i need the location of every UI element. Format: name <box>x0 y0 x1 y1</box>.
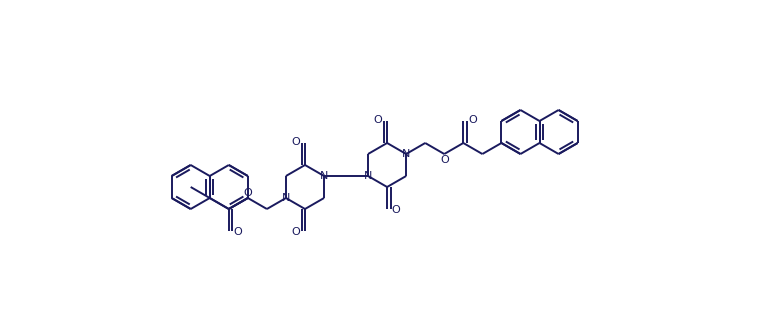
Text: N: N <box>320 171 328 181</box>
Text: O: O <box>244 188 252 198</box>
Text: O: O <box>391 205 401 215</box>
Text: O: O <box>291 227 301 237</box>
Text: N: N <box>402 149 411 159</box>
Text: O: O <box>291 137 301 147</box>
Text: O: O <box>374 115 382 125</box>
Text: N: N <box>364 171 372 181</box>
Text: O: O <box>468 115 477 125</box>
Text: O: O <box>234 227 242 237</box>
Text: O: O <box>440 155 448 165</box>
Text: N: N <box>281 193 290 203</box>
